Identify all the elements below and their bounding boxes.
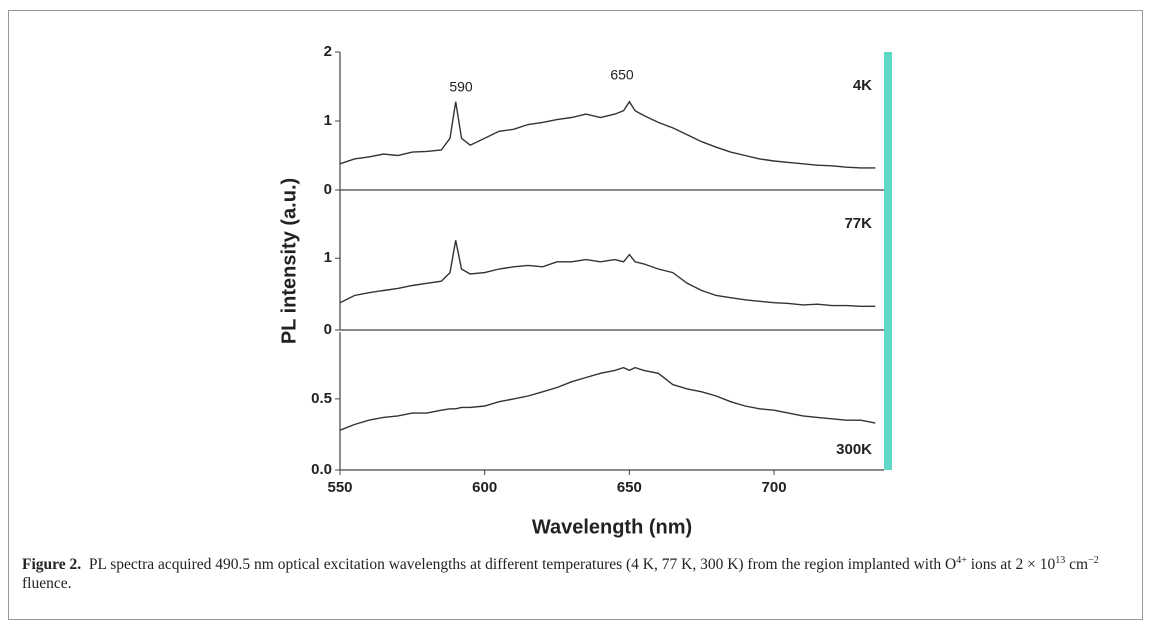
caption-sup: 4+ [956,554,967,566]
y-axis-label: PL intensity (a.u.) [278,178,300,344]
x-tick-label: 700 [762,479,787,496]
peak-label: 590 [449,79,473,95]
y-tick-label: 0 [324,181,332,198]
caption-text: cm [1065,556,1089,573]
caption-sup: −2 [1088,554,1099,566]
y-tick-label: 2 [324,43,332,60]
panel-label: 300K [836,441,872,458]
y-tick-label: 0.0 [311,461,332,478]
y-tick-label: 0.5 [311,390,332,407]
spectrum-line [339,366,876,431]
panel-label: 77K [844,215,872,232]
caption-sup: 13 [1055,554,1066,566]
caption: Figure 2. PL spectra acquired 490.5 nm o… [22,555,1132,593]
figure-border [8,10,1143,620]
side-stripe [884,52,892,470]
y-tick-label: 1 [324,249,332,266]
x-tick-label: 600 [472,479,497,496]
x-tick-label: 650 [617,479,642,496]
caption-text: fluence. [22,575,72,592]
spectrum-line [339,100,876,169]
peak-label: 650 [610,67,634,83]
x-tick-label: 550 [327,479,352,496]
y-tick-label: 1 [324,112,332,129]
y-tick-label: 0 [324,321,332,338]
caption-text: ions at 2 × 10 [966,556,1056,573]
x-axis-label: Wavelength (nm) [532,516,692,538]
panel-label: 4K [853,77,872,94]
caption-label: Figure 2. [22,556,82,573]
caption-text: PL spectra acquired 490.5 nm optical exc… [88,556,957,573]
spectrum-line [339,240,876,307]
